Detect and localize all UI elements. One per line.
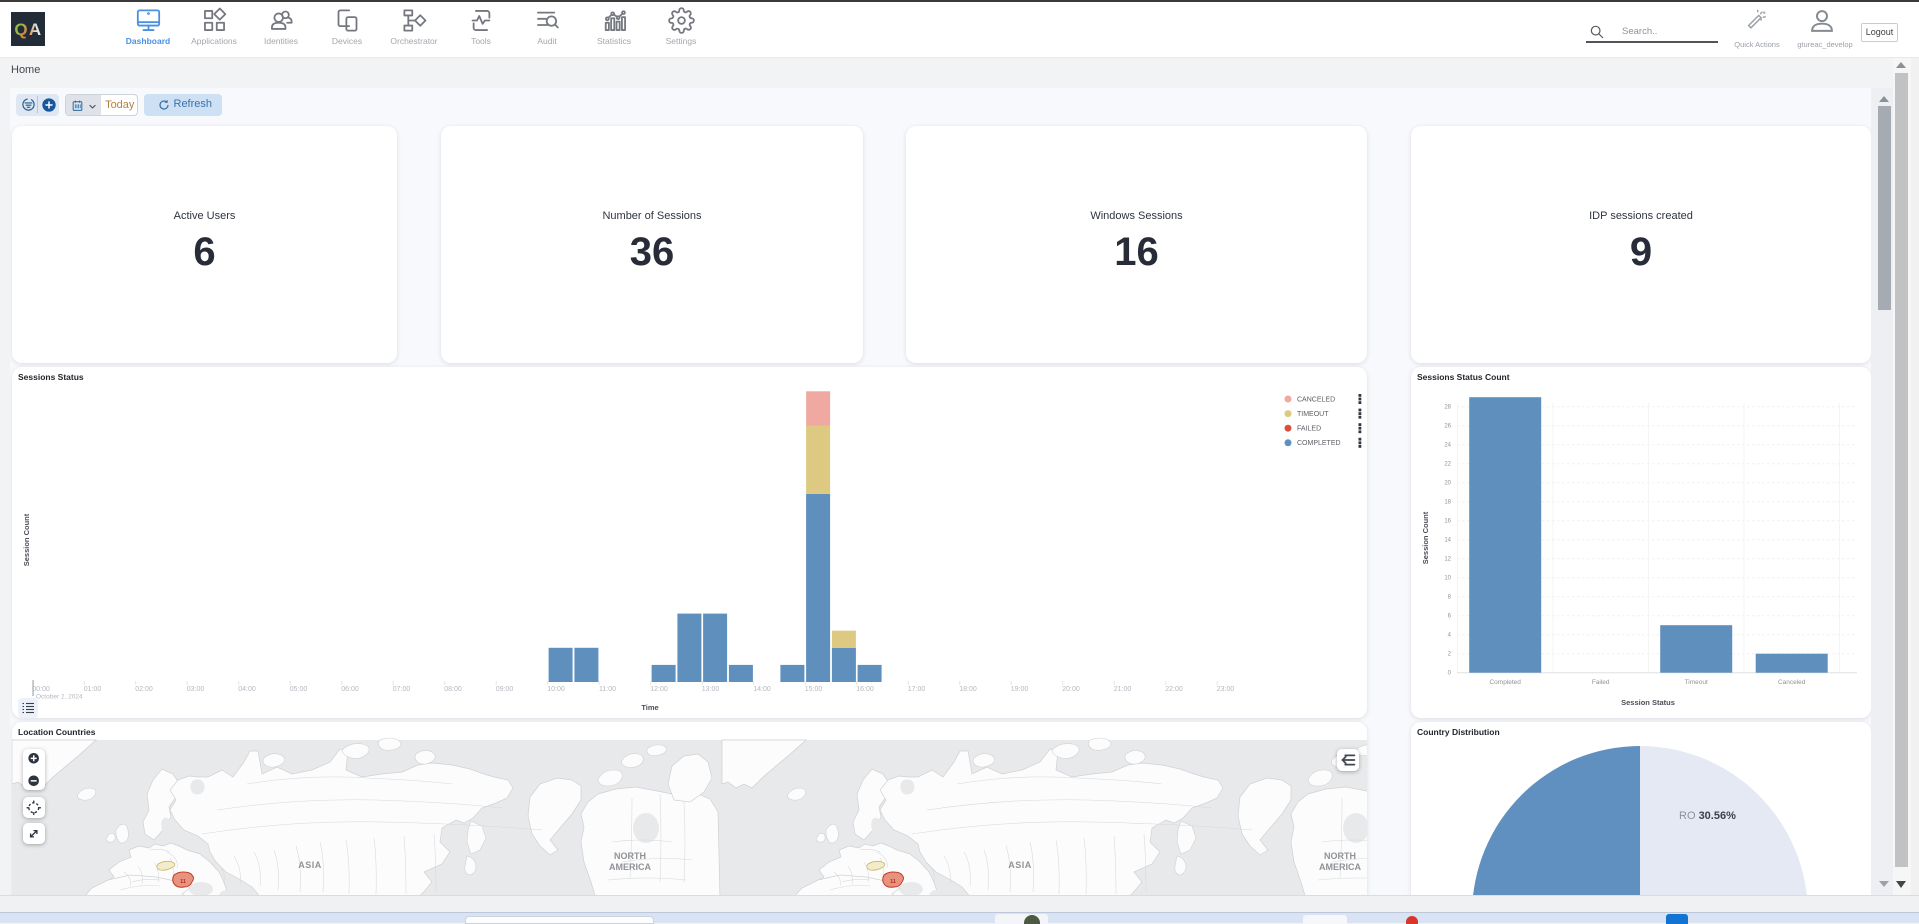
svg-text:26: 26: [1444, 424, 1451, 430]
svg-text:20: 20: [1444, 481, 1451, 487]
svg-text:Timeout: Timeout: [1685, 679, 1708, 686]
svg-text:03:00: 03:00: [187, 686, 205, 693]
svg-text:00:00: 00:00: [32, 686, 50, 693]
svg-text:8: 8: [1448, 595, 1452, 601]
svg-text:18:00: 18:00: [959, 686, 977, 693]
svg-text:13:00: 13:00: [702, 686, 720, 693]
svg-text:04:00: 04:00: [238, 686, 256, 693]
svg-text:22:00: 22:00: [1165, 686, 1183, 693]
svg-text:14: 14: [1444, 538, 1451, 544]
svg-text:12: 12: [1444, 557, 1451, 563]
svg-text:11:00: 11:00: [599, 686, 616, 693]
svg-text:CANCELED: CANCELED: [1297, 396, 1335, 403]
svg-text:14:00: 14:00: [753, 686, 771, 693]
svg-text:Session Count: Session Count: [22, 513, 31, 566]
svg-text:05:00: 05:00: [290, 686, 308, 693]
svg-text:15:00: 15:00: [805, 686, 823, 693]
svg-text:4: 4: [1448, 633, 1452, 639]
svg-text:01:00: 01:00: [84, 686, 102, 693]
svg-text:2: 2: [1448, 652, 1452, 658]
svg-text:20:00: 20:00: [1062, 686, 1080, 693]
svg-text:23:00: 23:00: [1217, 686, 1235, 693]
svg-text:07:00: 07:00: [393, 686, 411, 693]
svg-text:Session Count: Session Count: [1421, 511, 1430, 564]
svg-text:16: 16: [1444, 519, 1451, 525]
svg-text:0: 0: [1448, 671, 1452, 677]
svg-text:October 2, 2024: October 2, 2024: [36, 694, 83, 701]
svg-text:16:00: 16:00: [856, 686, 874, 693]
svg-text:TIMEOUT: TIMEOUT: [1297, 411, 1329, 418]
svg-text:17:00: 17:00: [908, 686, 926, 693]
svg-text:21:00: 21:00: [1114, 686, 1132, 693]
svg-text:24: 24: [1444, 443, 1451, 449]
svg-text:Failed: Failed: [1592, 679, 1610, 686]
svg-text:Q: Q: [14, 20, 27, 39]
svg-text:Completed: Completed: [1489, 679, 1521, 686]
svg-text:10:00: 10:00: [547, 686, 565, 693]
svg-text:Canceled: Canceled: [1778, 679, 1806, 686]
svg-text:08:00: 08:00: [444, 686, 462, 693]
svg-text:FAILED: FAILED: [1297, 426, 1321, 433]
svg-text:A: A: [29, 20, 41, 39]
svg-text:6: 6: [1448, 614, 1452, 620]
svg-text:12:00: 12:00: [650, 686, 668, 693]
svg-text:09:00: 09:00: [496, 686, 514, 693]
svg-text:Time: Time: [641, 703, 658, 712]
svg-text:02:00: 02:00: [135, 686, 153, 693]
svg-text:Session Status: Session Status: [1621, 698, 1675, 707]
svg-text:19:00: 19:00: [1011, 686, 1029, 693]
svg-text:COMPLETED: COMPLETED: [1297, 440, 1341, 447]
svg-text:10: 10: [1444, 576, 1451, 582]
svg-text:22: 22: [1444, 462, 1451, 468]
svg-text:18: 18: [1444, 500, 1451, 506]
svg-text:RO 30.56%: RO 30.56%: [1679, 810, 1736, 822]
svg-text:28: 28: [1444, 405, 1451, 411]
svg-text:06:00: 06:00: [341, 686, 359, 693]
